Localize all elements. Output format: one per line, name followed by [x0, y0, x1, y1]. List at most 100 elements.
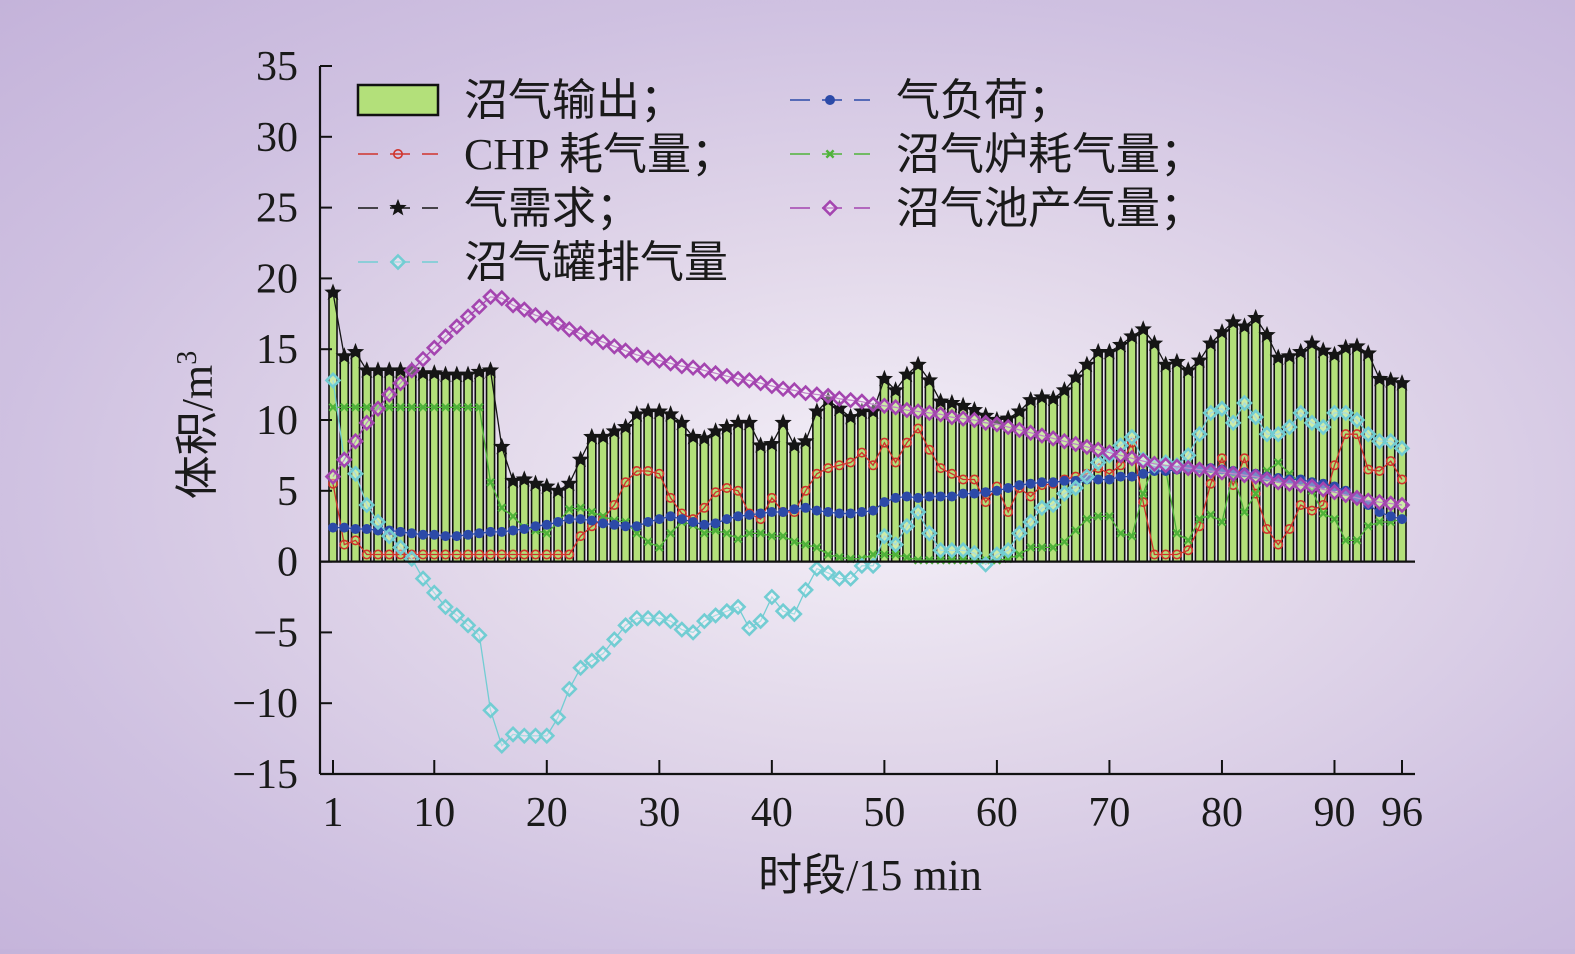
point-沼气池产气量；	[1213, 464, 1231, 481]
point-气需求；	[335, 347, 353, 364]
point-沼气池产气量；	[1247, 468, 1265, 485]
point-气需求；	[616, 417, 635, 435]
point-沼气炉耗气量；	[429, 402, 439, 412]
point-气需求；	[1179, 361, 1197, 378]
point-气负荷；	[643, 516, 654, 527]
point-沼气炉耗气量；	[823, 550, 833, 559]
point-CHP 耗气量；	[946, 468, 957, 479]
point-气需求；	[886, 381, 905, 398]
point-CHP 耗气量；	[721, 482, 732, 493]
point-CHP 耗气量；	[1397, 474, 1408, 485]
point-沼气池产气量；	[909, 403, 927, 420]
point-沼气池产气量；	[572, 325, 589, 342]
point-气需求；	[560, 474, 578, 492]
point-气负荷；	[586, 515, 597, 526]
point-沼气池产气量；	[380, 386, 398, 403]
point-legend	[821, 199, 839, 217]
point-沼气罐排气量	[786, 605, 803, 623]
point-气负荷；	[868, 505, 879, 516]
point-沼气罐排气量	[932, 541, 949, 559]
point-沼气炉耗气量；	[654, 542, 664, 552]
point-沼气炉耗气量；	[733, 534, 743, 544]
point-沼气罐排气量	[448, 607, 466, 624]
point-CHP 耗气量；	[980, 497, 991, 508]
point-气需求；	[1044, 389, 1062, 407]
point-气负荷；	[699, 519, 710, 530]
point-CHP 耗气量；	[856, 447, 867, 458]
point-沼气炉耗气量；	[1127, 531, 1137, 541]
point-沼气池产气量；	[673, 357, 691, 375]
point-气负荷；	[913, 492, 924, 503]
point-沼气池产气量；	[988, 415, 1006, 433]
point-沼气罐排气量	[1337, 404, 1355, 422]
point-沼气罐排气量	[887, 536, 904, 553]
point-气负荷；	[553, 516, 564, 527]
point-沼气罐排气量	[504, 726, 522, 743]
point-沼气罐排气量	[819, 564, 837, 582]
point-沼气池产气量；	[876, 397, 893, 415]
point-沼气池产气量；	[437, 328, 454, 345]
point-沼气炉耗气量；	[1014, 550, 1024, 559]
point-沼气炉耗气量；	[1318, 509, 1328, 518]
point-沼气炉耗气量；	[1375, 517, 1384, 527]
point-沼气炉耗气量；	[1251, 489, 1261, 499]
point-沼气罐排气量	[1078, 468, 1096, 485]
point-沼气池产气量；	[538, 309, 556, 327]
point-沼气罐排气量	[1224, 414, 1242, 432]
bar	[519, 478, 530, 563]
point-沼气炉耗气量；	[508, 511, 518, 521]
point-气负荷；	[879, 497, 890, 508]
point-CHP 耗气量；	[800, 485, 811, 496]
point-沼气池产气量；	[605, 338, 623, 355]
point-CHP 耗气量；	[1149, 549, 1160, 560]
point-气负荷；	[609, 519, 620, 530]
point-气负荷；	[688, 516, 699, 527]
point-沼气炉耗气量；	[1059, 537, 1069, 547]
point-气需求；	[515, 470, 533, 487]
y-tick-label: 25	[256, 186, 298, 232]
point-CHP 耗气量；	[631, 465, 642, 476]
point-气需求；	[481, 361, 500, 378]
point-沼气罐排气量	[999, 541, 1017, 559]
point-CHP 耗气量；	[485, 549, 496, 560]
point-沼气罐排气量	[1067, 479, 1085, 497]
point-沼气罐排气量	[1044, 496, 1062, 514]
point-气负荷；	[350, 524, 361, 535]
point-气负荷；	[1397, 514, 1407, 525]
point-沼气炉耗气量；	[1116, 528, 1126, 538]
point-气负荷；	[924, 491, 935, 502]
point-沼气罐排气量	[898, 517, 916, 535]
point-CHP 耗气量；	[553, 549, 564, 560]
point-气负荷；	[463, 529, 474, 540]
point-沼气罐排气量	[538, 727, 556, 745]
point-沼气罐排气量	[1326, 404, 1343, 422]
point-沼气池产气量；	[1067, 435, 1085, 453]
bar	[1295, 351, 1306, 563]
point-沼气炉耗气量；	[362, 402, 372, 412]
point-气负荷；	[1025, 478, 1036, 489]
point-沼气炉耗气量；	[542, 528, 552, 538]
point-沼气池产气量；	[403, 362, 421, 379]
point-气负荷；	[845, 508, 856, 519]
point-沼气罐排气量	[741, 619, 758, 637]
point-沼气罐排气量	[549, 709, 567, 726]
point-legend	[392, 149, 403, 160]
legend-label: 沼气罐排气量	[464, 238, 728, 287]
bar	[1340, 346, 1351, 563]
point-沼气池产气量；	[763, 377, 781, 395]
point-沼气池产气量；	[1258, 471, 1276, 488]
point-沼气罐排气量	[752, 612, 769, 630]
point-气负荷；	[946, 491, 957, 502]
point-气负荷；	[744, 509, 755, 520]
x-axis-label: 时段/15 min	[758, 851, 982, 900]
point-气负荷；	[789, 504, 800, 515]
point-沼气罐排气量	[1056, 485, 1073, 502]
point-沼气池产气量；	[819, 387, 837, 405]
point-沼气罐排气量	[1258, 425, 1276, 443]
point-气负荷；	[395, 526, 406, 537]
point-沼气炉耗气量；	[744, 528, 754, 538]
point-legend	[389, 253, 407, 271]
point-气负荷；	[339, 522, 350, 533]
point-沼气池产气量；	[504, 296, 522, 314]
y-tick-label: −10	[232, 681, 298, 727]
